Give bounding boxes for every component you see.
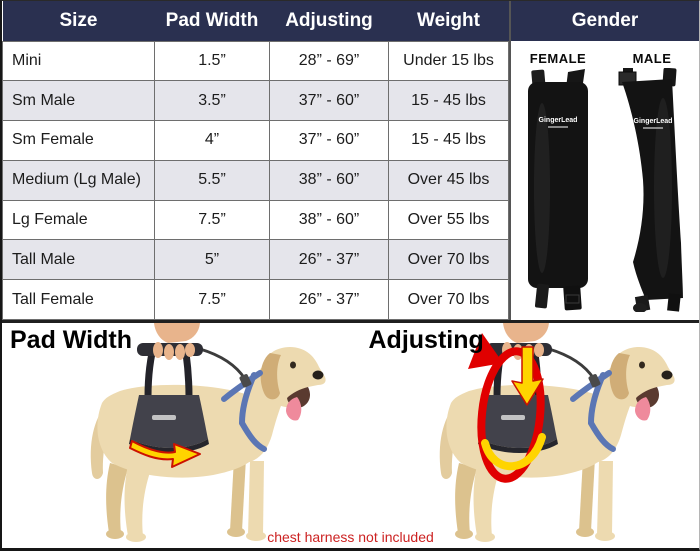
header-row: Size Pad Width Adjusting Weight — [2, 1, 509, 41]
male-label: MALE — [632, 51, 672, 66]
top-section: Size Pad Width Adjusting Weight Mini 1.5… — [2, 1, 699, 323]
col-header-gender: Gender — [511, 1, 699, 41]
cell-pad-width: 5.5” — [154, 159, 270, 201]
cell-adjusting: 26” - 37” — [269, 279, 389, 320]
table-row: Tall Female 7.5” 26” - 37” Over 70 lbs — [2, 279, 509, 320]
cell-size: Sm Male — [2, 80, 155, 122]
cell-weight: 15 - 45 lbs — [388, 120, 509, 161]
gender-body: FEMALE MALE GingerLead — [511, 41, 699, 320]
col-header-pad-width: Pad Width — [154, 1, 270, 41]
female-label: FEMALE — [529, 51, 587, 66]
gender-panel: Gender FEMALE MALE GingerLead — [509, 1, 699, 320]
cell-weight: Over 55 lbs — [388, 199, 509, 241]
cell-size: Tall Female — [2, 279, 155, 320]
cell-pad-width: 7.5” — [154, 199, 270, 241]
cell-size: Medium (Lg Male) — [2, 159, 155, 201]
cell-adjusting: 28” - 69” — [269, 40, 389, 82]
cell-pad-width: 1.5” — [154, 40, 270, 82]
adjust-down-arrow — [510, 346, 544, 406]
cell-pad-width: 5” — [154, 239, 270, 281]
cell-adjusting: 38” - 60” — [269, 199, 389, 241]
table-row: Medium (Lg Male) 5.5” 38” - 60” Over 45 … — [2, 159, 509, 201]
harness-note: chest harness not included — [267, 529, 434, 545]
cell-adjusting: 37” - 60” — [269, 80, 389, 122]
col-header-adjusting: Adjusting — [269, 1, 389, 41]
brand-logo: GingerLead — [539, 117, 578, 124]
adjust-bottom-arc — [480, 433, 546, 471]
diagram-section: Pad Width Adjusting chest harness not in… — [2, 323, 700, 549]
cell-size: Sm Female — [2, 120, 155, 161]
size-chart-table: Size Pad Width Adjusting Weight Mini 1.5… — [2, 1, 509, 320]
table-row: Sm Male 3.5” 37” - 60” 15 - 45 lbs — [2, 80, 509, 122]
cell-weight: 15 - 45 lbs — [388, 80, 509, 122]
dog-photo-pad-width — [2, 323, 352, 549]
adjusting-diagram: Adjusting — [351, 323, 700, 549]
male-harness-image: GingerLead — [618, 68, 683, 312]
cell-size: Mini — [2, 40, 155, 82]
pad-width-title: Pad Width — [10, 326, 132, 354]
cell-pad-width: 3.5” — [154, 80, 270, 122]
col-header-size: Size — [2, 1, 155, 41]
cell-adjusting: 37” - 60” — [269, 120, 389, 161]
cell-weight: Over 45 lbs — [388, 159, 509, 201]
pad-width-diagram: Pad Width — [2, 323, 351, 549]
cell-size: Tall Male — [2, 239, 155, 281]
cell-weight: Over 70 lbs — [388, 279, 509, 320]
table-row: Lg Female 7.5” 38” - 60” Over 55 lbs — [2, 199, 509, 241]
table-row: Mini 1.5” 28” - 69” Under 15 lbs — [2, 40, 509, 82]
cell-weight: Over 70 lbs — [388, 239, 509, 281]
cell-adjusting: 38” - 60” — [269, 159, 389, 201]
brand-logo: GingerLead — [633, 118, 672, 125]
female-harness-image: GingerLead — [528, 69, 589, 311]
dog-photo-adjusting — [351, 323, 700, 549]
table-row: Tall Male 5” 26” - 37” Over 70 lbs — [2, 239, 509, 281]
cell-pad-width: 4” — [154, 120, 270, 161]
adjusting-title: Adjusting — [368, 326, 484, 354]
adjust-loop-arrow — [476, 347, 545, 483]
adjust-up-arrowhead — [467, 333, 503, 369]
pad-width-arrow — [129, 440, 201, 468]
cell-adjusting: 26” - 37” — [269, 239, 389, 281]
cell-weight: Under 15 lbs — [388, 40, 509, 82]
table-row: Sm Female 4” 37” - 60” 15 - 45 lbs — [2, 120, 509, 161]
cell-size: Lg Female — [2, 199, 155, 241]
cell-pad-width: 7.5” — [154, 279, 270, 320]
col-header-weight: Weight — [388, 1, 509, 41]
